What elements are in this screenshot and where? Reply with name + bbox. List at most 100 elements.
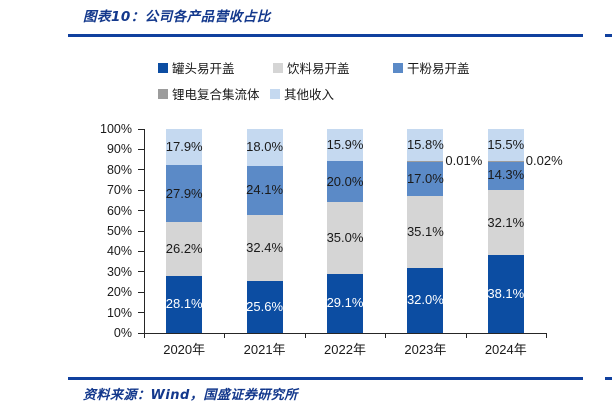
y-tick — [138, 230, 144, 232]
bar-label: 25.6% — [246, 298, 284, 314]
y-tick-label: 10% — [106, 305, 132, 320]
y-tick — [138, 312, 144, 314]
bar-label: 17.9% — [165, 139, 203, 155]
bar-label-outside: 0.01% — [445, 153, 483, 169]
bar-segment — [487, 160, 524, 190]
bar-label: 38.1% — [487, 286, 525, 302]
bar-segment — [246, 214, 283, 281]
legend-label: 干粉易开盖 — [407, 62, 470, 76]
bar-label: 15.5% — [487, 136, 525, 152]
bar-label: 15.9% — [326, 137, 364, 153]
bar-label: 24.1% — [246, 182, 284, 198]
y-tick — [138, 169, 144, 171]
legend-swatch — [393, 62, 403, 73]
x-tick — [465, 334, 467, 338]
y-tick-label: 40% — [106, 244, 132, 259]
bar-label: 27.9% — [165, 185, 203, 201]
legend-swatch — [158, 88, 168, 99]
y-tick — [138, 210, 144, 212]
bar-segment — [327, 129, 363, 162]
bar-segment — [246, 280, 283, 333]
legend-item: 饮料易开盖 — [273, 58, 350, 77]
y-axis-line — [144, 129, 145, 333]
y-tick-label: 20% — [106, 285, 132, 300]
legend-item: 罐头易开盖 — [158, 58, 235, 77]
bar-segment — [487, 189, 524, 256]
bar-label-outside: 0.02% — [525, 152, 563, 168]
title-underline — [68, 34, 583, 37]
legend-swatch — [273, 62, 283, 73]
bar-segment — [166, 275, 203, 333]
y-tick-label: 60% — [106, 203, 132, 218]
y-tick-label: 100% — [100, 122, 132, 136]
bar-label: 28.1% — [165, 296, 203, 312]
bar-segment — [487, 255, 524, 333]
y-tick — [138, 189, 144, 191]
legend-item: 干粉易开盖 — [393, 58, 470, 77]
y-tick-label: 70% — [106, 183, 132, 198]
figure-title: 图表10：公司各产品营收占比 — [83, 9, 271, 25]
y-tick-label: 90% — [106, 142, 132, 157]
bar-label: 15.8% — [406, 137, 444, 153]
y-tick — [138, 332, 144, 334]
bar-segment — [407, 161, 444, 162]
bar-segment — [407, 129, 444, 162]
bar-segment — [246, 165, 283, 215]
bar-segment — [487, 160, 524, 162]
adjacent-chart-footer-line-fragment — [605, 377, 612, 380]
x-axis-label: 2022年 — [324, 342, 366, 357]
adjacent-chart-title-underline-fragment — [605, 34, 612, 37]
legend-label: 锂电复合集流体 — [172, 88, 260, 102]
y-tick-label: 50% — [106, 224, 132, 238]
bar-segment — [407, 196, 444, 268]
bar-segment — [166, 128, 203, 166]
legend-label: 罐头易开盖 — [172, 62, 235, 76]
bar-segment — [246, 128, 283, 166]
bar-segment — [166, 165, 203, 223]
legend-item: 其他收入 — [270, 84, 334, 103]
bar-label: 20.0% — [326, 173, 364, 189]
x-axis-label: 2021年 — [243, 342, 286, 357]
x-tick — [144, 334, 145, 338]
y-tick — [138, 148, 144, 150]
footer-topline — [68, 377, 583, 380]
x-axis-label: 2023年 — [404, 342, 447, 357]
x-axis-label: 2020年 — [163, 342, 206, 357]
bar-label: 32.0% — [406, 292, 444, 308]
x-tick — [224, 334, 226, 338]
legend-swatch — [270, 88, 280, 99]
bar-label: 17.0% — [406, 170, 444, 186]
x-axis-line — [144, 333, 547, 334]
bar-label: 29.1% — [326, 295, 364, 311]
y-tick — [138, 128, 144, 130]
x-tick — [385, 334, 387, 338]
bar-segment — [407, 161, 444, 197]
y-tick — [138, 250, 144, 252]
legend-item: 锂电复合集流体 — [158, 84, 260, 103]
bar-segment — [327, 202, 363, 274]
bar-label: 35.1% — [406, 223, 444, 239]
bar-segment — [327, 273, 363, 333]
legend-swatch — [158, 62, 168, 73]
legend-label: 其他收入 — [284, 88, 335, 102]
bar-segment — [166, 222, 203, 276]
x-axis-label: 2024年 — [484, 342, 527, 357]
bar-label: 26.2% — [165, 240, 203, 256]
y-tick-label: 30% — [106, 264, 132, 279]
bar-segment — [407, 267, 444, 333]
legend-label: 饮料易开盖 — [287, 62, 350, 76]
x-tick — [304, 334, 306, 338]
bar-label: 18.0% — [246, 139, 284, 155]
y-tick — [138, 271, 144, 273]
x-tick — [546, 334, 547, 338]
source-note: 资料来源：Wind，国盛证券研究所 — [83, 388, 298, 403]
y-tick-label: 0% — [113, 326, 132, 340]
bar-label: 14.3% — [487, 167, 525, 183]
bar-label: 32.1% — [487, 214, 525, 230]
y-tick-label: 80% — [106, 162, 132, 177]
bar-label: 32.4% — [246, 239, 284, 255]
bar-segment — [327, 161, 363, 203]
bar-label: 35.0% — [326, 229, 364, 245]
bar-segment — [487, 128, 524, 161]
